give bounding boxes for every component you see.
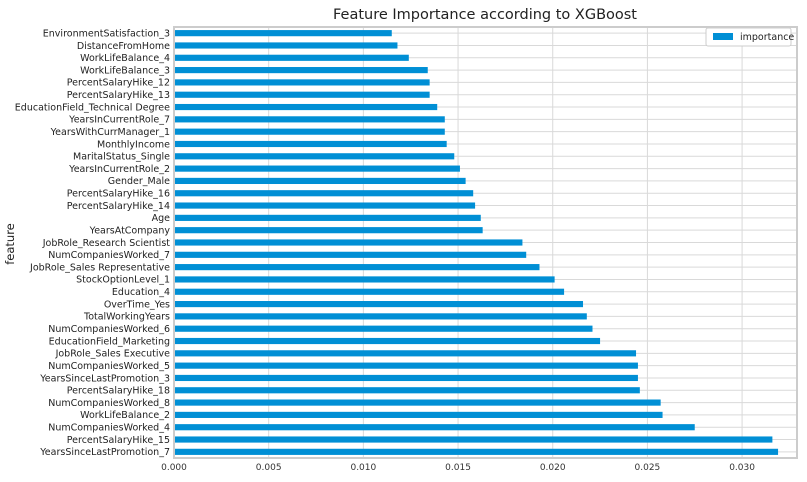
y-tick-label: YearsWithCurrManager_1 <box>50 127 170 138</box>
y-tick-label: NumCompaniesWorked_8 <box>48 398 170 409</box>
x-tick-label: 0.020 <box>540 463 566 473</box>
bar <box>174 399 661 406</box>
bar <box>174 214 481 221</box>
y-tick-label: PercentSalaryHike_13 <box>67 90 170 101</box>
y-tick-label: PercentSalaryHike_14 <box>67 201 170 212</box>
bar <box>174 165 460 172</box>
y-tick-label: PercentSalaryHike_15 <box>67 435 170 446</box>
y-tick-label: JobRole_Research Scientist <box>42 238 171 249</box>
y-tick-label: MaritalStatus_Single <box>73 152 170 163</box>
y-tick-label: OverTime_Yes <box>104 299 170 310</box>
bar <box>174 239 523 246</box>
plot-area: 0.000 0.005 0.010 0.015 0.020 0.025 0.030 Years… <box>15 26 798 473</box>
legend-label: importance <box>740 32 794 43</box>
y-tick-label: EducationField_Marketing <box>49 336 170 347</box>
chart-title: Feature Importance according to XGBoost <box>333 7 637 23</box>
bar <box>174 30 392 37</box>
bar <box>174 436 773 443</box>
y-tick-label: EnvironmentSatisfaction_3 <box>43 28 170 39</box>
y-tick-label: WorkLifeBalance_4 <box>80 53 170 64</box>
y-tick-label: NumCompaniesWorked_6 <box>48 324 170 335</box>
y-tick-label: PercentSalaryHike_18 <box>67 386 170 397</box>
bar <box>174 42 398 49</box>
y-tick-label: Education_4 <box>112 287 170 298</box>
bar <box>174 79 430 86</box>
bar <box>174 140 447 148</box>
bar <box>174 177 466 185</box>
x-tick-label: 0.015 <box>445 463 471 473</box>
y-tick-label: TotalWorkingYears <box>83 312 170 323</box>
bar <box>174 103 438 111</box>
x-tick-label: 0.005 <box>256 463 282 473</box>
y-tick-label: EducationField_Technical Degree <box>15 102 170 113</box>
bar <box>174 313 587 320</box>
y-tick-label: YearsAtCompany <box>89 225 171 236</box>
x-tick-label: 0.025 <box>635 463 661 473</box>
plot-frame <box>173 26 798 459</box>
y-tick-label: NumCompaniesWorked_5 <box>48 361 170 372</box>
bar <box>174 190 474 197</box>
bar <box>174 374 638 382</box>
bar <box>174 325 593 332</box>
bar <box>174 116 445 123</box>
bar <box>174 424 695 431</box>
bar <box>174 411 663 418</box>
bar <box>174 128 445 135</box>
bar <box>174 54 409 61</box>
bar <box>174 251 527 258</box>
bar <box>174 288 565 295</box>
y-tick-label: JobRole_Sales Representative <box>29 262 170 273</box>
y-axis-label: feature <box>3 223 17 265</box>
y-tick-label: WorkLifeBalance_2 <box>80 410 170 421</box>
y-tick-label: PercentSalaryHike_16 <box>67 189 170 200</box>
x-tick-label: 0.030 <box>729 463 755 473</box>
bar <box>174 350 637 357</box>
x-tick-label: 0.000 <box>161 463 187 473</box>
legend-swatch <box>713 33 733 40</box>
x-tick-label: 0.010 <box>350 463 376 473</box>
y-tick-label: YearsInCurrentRole_7 <box>68 115 170 126</box>
bar <box>174 362 638 369</box>
y-tick-label: WorkLifeBalance_3 <box>80 65 170 76</box>
y-tick-label: StockOptionLevel_1 <box>76 275 170 286</box>
bar <box>174 202 476 209</box>
bar <box>174 67 428 74</box>
bar <box>174 264 540 271</box>
y-tick-label: YearsSinceLastPromotion_7 <box>39 447 170 458</box>
y-tick-label: JobRole_Sales Executive <box>55 349 171 360</box>
bar <box>174 387 640 394</box>
y-tick-label: NumCompaniesWorked_4 <box>48 423 170 434</box>
legend: importance <box>705 27 794 47</box>
y-tick-label: Gender_Male <box>108 176 170 187</box>
bar <box>174 276 555 283</box>
legend-frame <box>705 27 792 47</box>
y-tick-label: DistanceFromHome <box>77 41 170 52</box>
y-tick-label: NumCompaniesWorked_7 <box>48 250 170 261</box>
bar <box>174 91 430 98</box>
y-tick-label: PercentSalaryHike_12 <box>67 78 170 89</box>
y-tick-label: MonthlyIncome <box>97 139 170 150</box>
bar <box>174 300 584 308</box>
y-tick-label: Age <box>152 213 171 224</box>
bar <box>174 448 779 455</box>
bar <box>174 227 483 234</box>
bar <box>174 153 455 160</box>
y-tick-label: YearsInCurrentRole_2 <box>68 164 170 175</box>
bar <box>174 337 601 345</box>
y-tick-label: YearsSinceLastPromotion_3 <box>39 373 170 384</box>
